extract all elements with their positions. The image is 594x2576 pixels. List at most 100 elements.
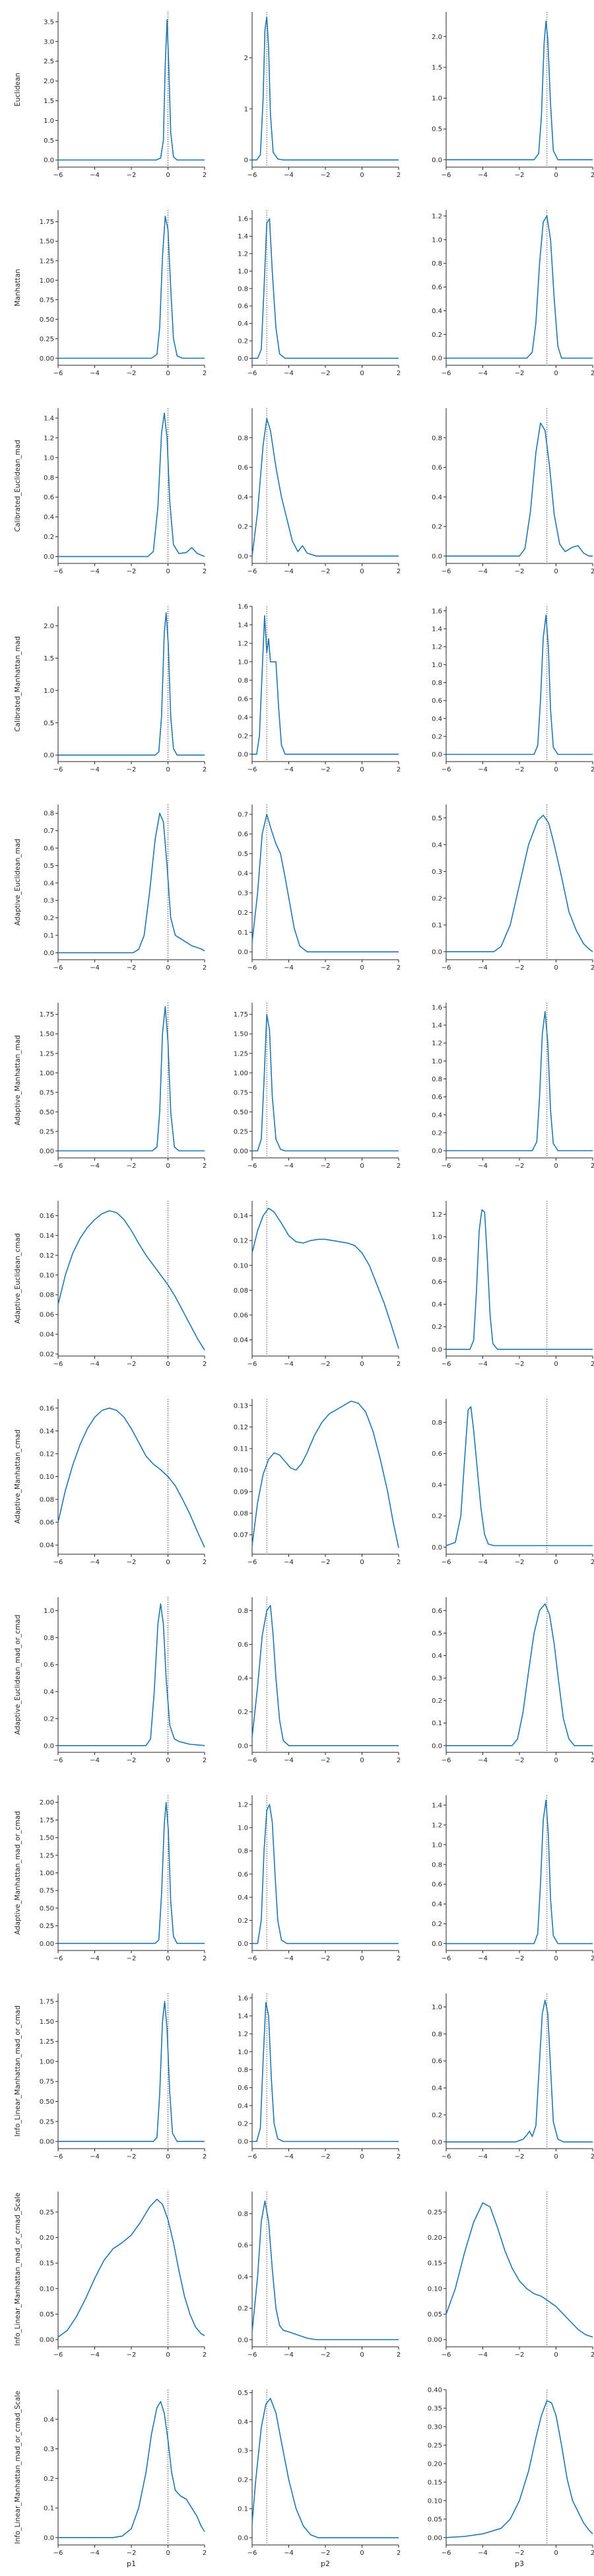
row-label: Info_Linear_Manhattan_mad_or_cmad	[14, 2005, 22, 2137]
y-tick-label: 0.6	[238, 831, 248, 838]
subplot-manhattan-p3: 0.0 0.2 0.4 0.6 0.8 1.0 1.2 −6 −4 −2 0 2	[432, 210, 594, 377]
x-tick-label: −2	[321, 766, 331, 773]
y-tick-label: 1.6	[238, 604, 248, 611]
x-tick-label: −2	[515, 1757, 525, 1764]
x-tick-label: 2	[203, 2550, 207, 2557]
density-curve	[58, 19, 205, 161]
y-tick-label: 0.3	[44, 2446, 54, 2453]
y-tick-label: 0.2	[238, 910, 248, 917]
y-tick-label: 1.0	[238, 2049, 248, 2056]
x-tick-label: 0	[554, 2153, 558, 2161]
subplot-info-linear-manhattan-mad-or-cmad-p1: 0.00 0.25 0.50 0.75 1.00 1.25 1.50 1.75 −6 −4 −2 0 2…	[14, 1993, 207, 2161]
y-tick-label: 0.2	[238, 733, 248, 740]
density-curve	[446, 2202, 593, 2338]
x-tick-label: −4	[90, 172, 100, 179]
y-tick-label: 0.25	[40, 2118, 54, 2126]
subplot-info-linear-manhattan-mad-or-cmad-scale-p1: 0.00 0.05 0.10 0.15 0.20 0.25 −6 −4 −2 0 2 Info_Lin…	[14, 2192, 207, 2359]
x-tick-label: 0	[166, 2550, 170, 2557]
x-tick-label: −6	[53, 370, 63, 377]
y-tick-label: 0.4	[238, 320, 248, 328]
y-tick-label: 0.8	[432, 260, 442, 268]
y-tick-label: 0.8	[44, 1635, 54, 1642]
x-tick-label: 2	[591, 2550, 594, 2557]
y-tick-label: 0.6	[432, 1094, 442, 1101]
y-tick-label: 0.1	[44, 933, 54, 940]
y-tick-label: 0.05	[428, 2311, 442, 2318]
y-tick-label: 1.0	[432, 1234, 442, 1241]
row-adaptive-manhattan-mad: 0.000.250.500.751.001.251.501.75−6 −4 −2 0 2…	[14, 1003, 594, 1170]
x-tick-label: −2	[127, 1361, 137, 1368]
x-tick-label: −2	[515, 2550, 525, 2557]
y-tick-label: 0.0	[432, 1148, 442, 1155]
y-tick-label: 0.6	[432, 1881, 442, 1888]
x-tick-label: −6	[442, 2153, 451, 2161]
x-tick-label: −4	[90, 1361, 100, 1368]
y-tick-label: 1.0	[44, 454, 54, 462]
y-tick-label: 0.08	[234, 1287, 248, 1295]
x-tick-label: −4	[284, 1361, 294, 1368]
y-tick-label: 1.25	[40, 1852, 54, 1859]
x-tick-label: 0	[166, 1361, 170, 1368]
y-tick-label: 0.25	[40, 2209, 54, 2216]
x-tick-label: −2	[515, 2351, 525, 2359]
y-tick-label: 0.00	[40, 2139, 54, 2146]
y-tick-label: 0.00	[40, 2337, 54, 2344]
y-tick-label: 0.1	[44, 2505, 54, 2513]
y-tick-label: 0	[244, 157, 248, 164]
y-tick-label: 2.00	[40, 1799, 54, 1807]
y-tick-label: 0.15	[428, 2260, 442, 2268]
x-tick-label: −4	[90, 964, 100, 972]
subplot-adaptive-euclidean-cmad-p3: 0.0 0.2 0.4 0.6 0.8 1.0 1.2 −6 −4 −2 0 2	[432, 1201, 594, 1368]
x-tick-label: −6	[53, 172, 63, 179]
x-tick-label: −2	[127, 1955, 137, 1962]
x-tick-label: −4	[90, 766, 100, 773]
y-tick-label: 0.35	[428, 2405, 442, 2412]
y-tick-label: 0.0	[432, 1346, 442, 1353]
x-tick-label: −4	[90, 568, 100, 575]
row-label: Adaptive_Euclidean_cmad	[14, 1233, 22, 1324]
y-tick-label: 0.06	[234, 1312, 248, 1319]
y-tick-label: 0.4	[238, 714, 248, 721]
y-tick-label: 2.5	[44, 58, 54, 65]
subplot-calibrated-euclidean-mad-p2: 0.0 0.2 0.4 0.6 0.8 −6 −4 −2 0 2	[238, 408, 401, 575]
x-tick-label: 0	[554, 1559, 558, 1566]
y-tick-label: 0.5	[432, 815, 442, 822]
y-tick-label: 0.3	[238, 890, 248, 897]
x-tick-label: −2	[127, 964, 137, 972]
x-tick-label: −2	[515, 1955, 525, 1962]
y-tick-label: 0.0	[44, 157, 54, 164]
x-tick-label: −6	[442, 1559, 451, 1566]
y-tick-label: 0.05	[40, 2311, 54, 2318]
y-tick-label: 0.2	[44, 915, 54, 922]
subplot-grid: 0.0 0.5 1.0 1.5 2.0 2.5 3.0 3.5 −6 −4 −2 0 2 Euclidea…	[14, 12, 594, 2568]
density-curve	[251, 2398, 399, 2538]
x-tick-label: 2	[591, 370, 594, 377]
y-tick-label: 0.08	[40, 1292, 54, 1299]
subplot-calibrated-manhattan-mad-p2: 0.0 0.2 0.4 0.6 0.8 1.0 1.2 1.4 1.6 −6 −4 −2 0 2	[238, 604, 401, 774]
y-tick-label: 1.0	[432, 2004, 442, 2011]
y-tick-label: 1.6	[432, 608, 442, 615]
y-tick-label: 0.4	[432, 1301, 442, 1308]
y-tick-label: 1.2	[238, 640, 248, 647]
y-tick-label: 0.50	[40, 1905, 54, 1912]
y-tick-label: 0.8	[44, 810, 54, 818]
column-label: p2	[321, 2559, 330, 2568]
y-tick-label: 1.4	[432, 1802, 442, 1809]
subplot-adaptive-manhattan-mad-p1: 0.00 0.25 0.50 0.75 1.00 1.25 1.50 1.75 −6 −4 −2 0 2…	[14, 1003, 207, 1170]
density-curve	[251, 1400, 399, 1548]
x-tick-label: −2	[321, 1757, 331, 1764]
x-tick-label: −2	[515, 1163, 525, 1170]
y-tick-label: 0.2	[238, 524, 248, 531]
y-tick-label: 0.6	[238, 696, 248, 703]
x-tick-label: 2	[203, 766, 207, 773]
y-tick-label: 0.0	[432, 2139, 442, 2146]
y-tick-label: 0.16	[40, 1405, 54, 1412]
y-tick-label: 0.8	[238, 2211, 248, 2218]
y-tick-label: 0.6	[432, 464, 442, 472]
y-tick-label: 0.25	[234, 1128, 248, 1135]
density-curve	[251, 417, 399, 557]
y-tick-label: 0.6	[432, 2058, 442, 2065]
x-tick-label: 2	[203, 2351, 207, 2359]
y-tick-label: 0.0	[238, 2337, 248, 2344]
x-tick-label: −6	[248, 2550, 257, 2557]
